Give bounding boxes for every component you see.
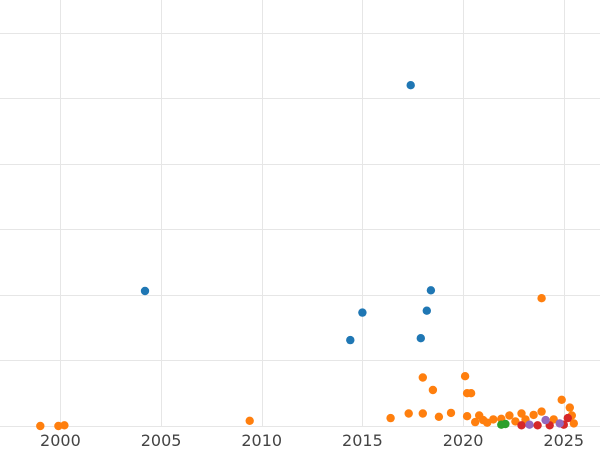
data-point [460, 372, 470, 381]
data-point [529, 410, 538, 420]
data-point [511, 417, 520, 426]
data-point [406, 81, 415, 90]
data-point [489, 415, 498, 424]
data-point [416, 334, 425, 343]
x-tick-label: 2020 [443, 431, 484, 450]
x-axis-tick-labels: 2000 2005 2010 2015 2020 2025 [40, 431, 584, 450]
data-point [418, 409, 427, 418]
x-tick-label: 2010 [241, 431, 282, 450]
data-point [563, 413, 572, 423]
data-point [471, 417, 480, 427]
data-point [565, 403, 574, 412]
x-tick-label: 2000 [40, 431, 81, 450]
data-point [426, 286, 436, 295]
data-point [569, 419, 578, 428]
x-tick-label: 2005 [141, 431, 182, 450]
points-layer [36, 81, 578, 431]
data-point [140, 286, 150, 296]
x-tick-label: 2015 [342, 431, 383, 450]
data-point [346, 335, 355, 345]
data-point [505, 411, 514, 420]
data-point [245, 416, 254, 425]
data-point [386, 413, 395, 423]
data-point [555, 419, 564, 428]
data-point [60, 421, 69, 430]
data-point [525, 420, 534, 429]
data-point [517, 409, 526, 418]
data-point [428, 385, 438, 395]
data-point [434, 412, 444, 421]
data-point [462, 412, 472, 421]
data-point [549, 415, 558, 424]
x-tick-label: 2025 [543, 431, 584, 450]
data-point [466, 389, 476, 398]
data-point [557, 395, 566, 404]
grid-layer [0, 0, 600, 427]
data-point [517, 421, 526, 430]
data-point [446, 408, 456, 418]
data-point [501, 419, 510, 429]
data-point [537, 294, 546, 303]
data-point [418, 373, 427, 382]
data-point [358, 308, 367, 317]
data-point [537, 407, 546, 416]
data-point [541, 415, 550, 425]
data-point [404, 409, 413, 418]
data-point [36, 421, 45, 431]
data-point [422, 306, 431, 315]
data-point [533, 421, 542, 430]
